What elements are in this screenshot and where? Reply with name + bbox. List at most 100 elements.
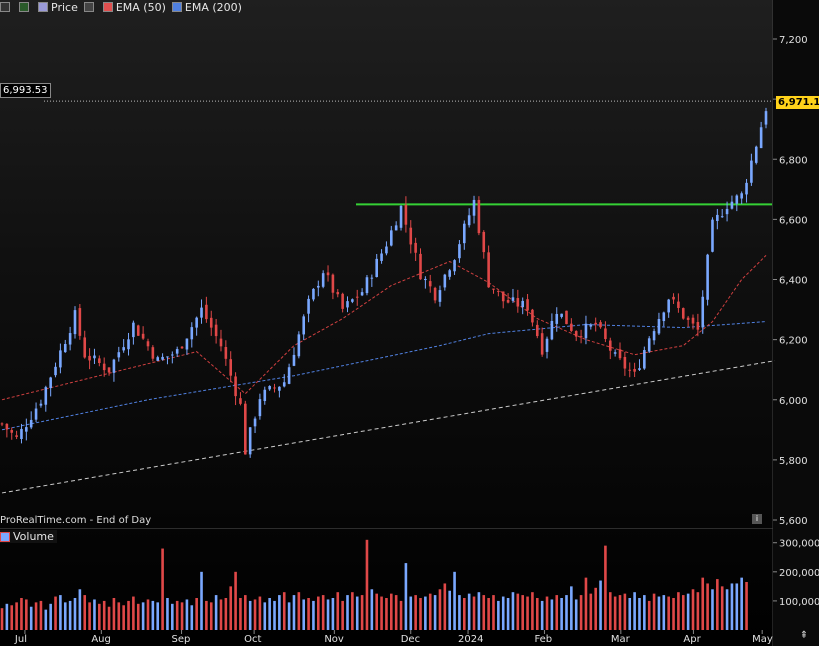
volume-bar [141, 602, 145, 630]
candle-body [292, 354, 296, 366]
candle-body [681, 308, 685, 319]
volume-bar [63, 602, 67, 630]
candle-body [424, 278, 427, 281]
candle-body [93, 355, 96, 359]
candle-body [730, 201, 734, 209]
time-tick-label: Mar [611, 634, 631, 645]
candle-body [428, 281, 432, 287]
candle-body [336, 292, 340, 295]
volume-bar [574, 599, 578, 630]
volume-axis-bg [773, 528, 819, 646]
volume-bar [200, 571, 203, 630]
volume-bar [438, 589, 442, 630]
price-chart[interactable]: 7,2007,0006,8006,6006,4006,2006,0005,800… [0, 0, 819, 528]
candle-body [584, 323, 588, 339]
volume-bar [472, 596, 476, 630]
candle-body [49, 377, 52, 389]
candle-body [341, 293, 344, 309]
legend-ema50[interactable]: EMA (50) [102, 0, 166, 14]
volume-bar [652, 593, 656, 630]
price-tick-label: 5,800 [779, 456, 808, 467]
candle-body [565, 310, 568, 325]
volume-bar [122, 605, 125, 630]
volume-bar [88, 602, 91, 630]
volume-bar [341, 600, 344, 630]
candle-body [740, 193, 743, 199]
candle-body [20, 428, 23, 439]
volume-bar [647, 600, 651, 630]
ema200-line [1, 321, 767, 431]
legend-ema50-label: EMA (50) [115, 0, 166, 14]
volume-bar [229, 586, 233, 630]
price-tick-label: 6,600 [779, 215, 808, 226]
chart-type-icon[interactable] [0, 2, 13, 12]
candle-body [239, 398, 242, 404]
candle-body [224, 347, 228, 359]
volume-bar [127, 600, 130, 630]
volume-bar [360, 595, 364, 630]
candle-body [302, 316, 306, 335]
volume-bar [234, 571, 237, 630]
volume-bar [492, 595, 495, 630]
volume-bar [190, 605, 194, 630]
time-tick-label: Aug [91, 634, 111, 645]
volume-bar [297, 592, 301, 630]
volume-bar [331, 598, 335, 630]
candle-body [122, 347, 125, 351]
candle-body [599, 322, 602, 328]
ema200-color-swatch [171, 2, 182, 12]
volume-bar [414, 595, 417, 630]
candle-body [312, 288, 315, 300]
time-tick-label: Sep [172, 634, 191, 645]
volume-bar [657, 596, 661, 630]
candle-body [618, 349, 622, 359]
volume-bar [521, 595, 524, 630]
volume-bar [599, 580, 602, 630]
volume-bar [745, 582, 748, 630]
candle-body [54, 366, 57, 376]
candle-body [375, 258, 379, 277]
volume-bar [209, 602, 213, 630]
candle-body [234, 376, 237, 397]
volume-chart[interactable]: 300,000 200,000 100,000 Jul Aug Sep Oct Nov Dec 2… [0, 528, 819, 646]
candle-body [438, 290, 442, 302]
volume-bar [136, 603, 140, 630]
volume-bar [282, 592, 286, 630]
scroll-right-icon[interactable]: ⇞ [799, 630, 809, 641]
volume-bar [219, 599, 223, 630]
volume-bar [375, 593, 379, 630]
candle-body [15, 435, 18, 437]
watermark-text: ProRealTime.com - End of Day [0, 515, 152, 526]
candle-body [307, 298, 310, 314]
info-icon[interactable]: i [752, 514, 762, 524]
volume-bar [370, 589, 374, 630]
refresh-icon[interactable] [19, 2, 32, 12]
candle-body [521, 300, 524, 308]
candle-body [667, 299, 670, 313]
candle-body [696, 322, 700, 330]
candle-body [190, 327, 194, 340]
candle-body [531, 309, 534, 323]
legend-ema200[interactable]: EMA (200) [171, 1, 242, 14]
candle-body [404, 204, 408, 225]
volume-bar [487, 598, 490, 630]
volume-bar [526, 596, 529, 630]
candle-body [511, 297, 515, 301]
volume-bar [662, 595, 666, 630]
volume-tick-label: 100,000 [779, 597, 819, 608]
settings-icon[interactable] [83, 2, 97, 12]
candle-body [63, 344, 67, 353]
candle-body [462, 223, 466, 244]
candle-body [25, 427, 28, 432]
candle-body [346, 301, 349, 308]
volume-bar [725, 589, 729, 630]
legend-price[interactable]: Price [38, 1, 78, 14]
volume-bar [497, 600, 500, 630]
candle-body [34, 408, 38, 420]
volume-bar [20, 598, 23, 630]
candle-body [589, 324, 593, 327]
volume-bar [205, 600, 208, 630]
volume-bar [224, 598, 228, 630]
candle-body [156, 357, 160, 361]
volume-legend[interactable]: Volume [0, 530, 57, 543]
